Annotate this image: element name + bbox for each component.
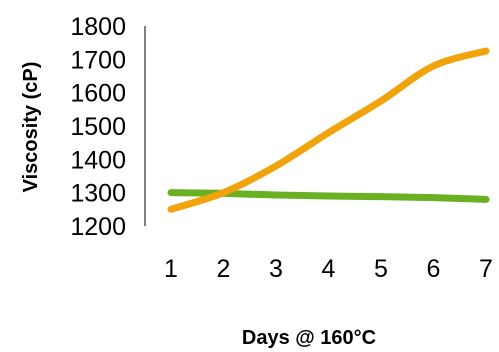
y-tick-label: 1600: [70, 80, 126, 108]
series-line-orange: [167, 47, 490, 213]
y-tick-label: 1500: [70, 113, 126, 141]
x-tick-label: 5: [374, 255, 388, 283]
y-tick-label: 1400: [70, 146, 126, 174]
x-tick-label: 1: [164, 255, 178, 283]
y-tick-label: 1700: [70, 46, 126, 74]
x-tick-label: 6: [427, 255, 441, 283]
y-tick-label: 1200: [70, 213, 126, 241]
x-axis-tick-labels: 1 2 3 4 5 6 7: [164, 255, 493, 283]
x-tick-label: 3: [269, 255, 283, 283]
plot-area: [144, 26, 490, 226]
x-axis-title: Days @ 160°C: [242, 327, 376, 349]
y-tick-label: 1800: [70, 13, 126, 41]
x-tick-label: 2: [217, 255, 231, 283]
x-tick-label: 7: [479, 255, 493, 283]
y-tick-label: 1300: [70, 180, 126, 208]
series-layer: [167, 47, 490, 213]
x-tick-label: 4: [322, 255, 336, 283]
y-axis-tick-labels: 1200 1300 1400 1500 1600 1700 1800: [70, 13, 126, 241]
y-axis-title: Viscosity (cP): [20, 62, 42, 193]
